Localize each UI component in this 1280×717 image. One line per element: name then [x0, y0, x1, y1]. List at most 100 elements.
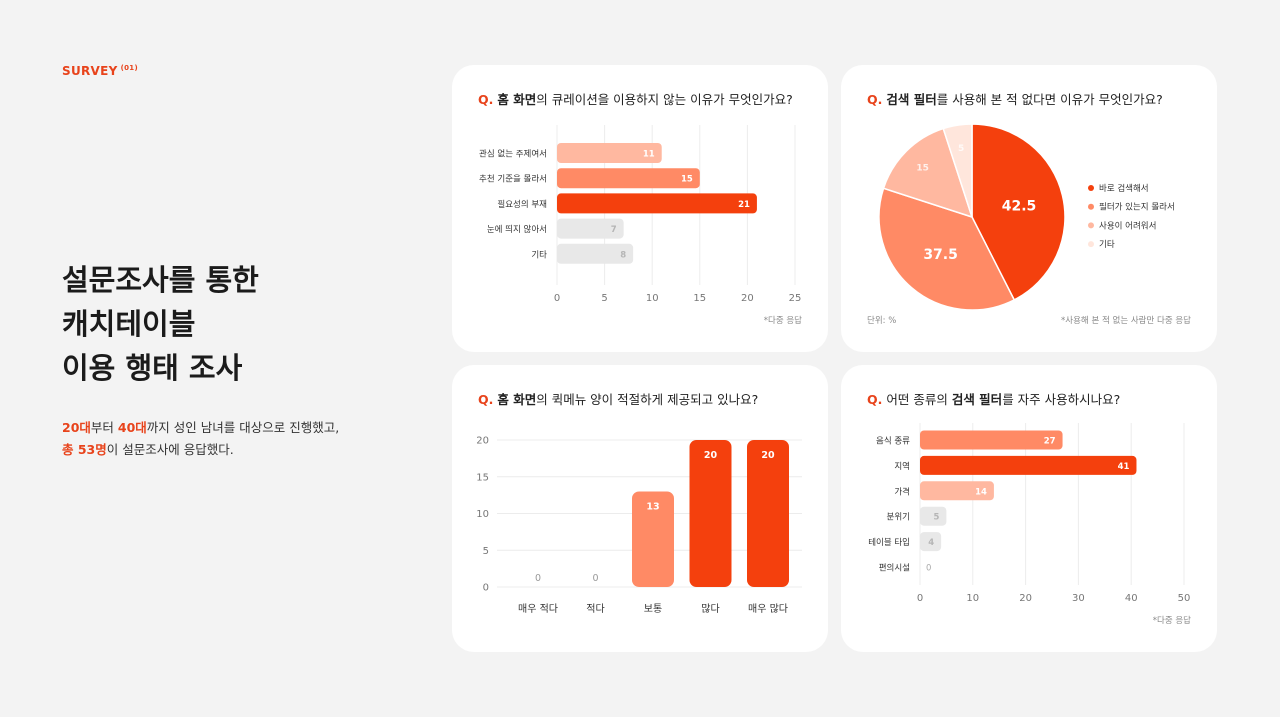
bar	[747, 440, 789, 587]
bar	[557, 218, 624, 239]
category-label: 기타	[531, 250, 547, 260]
y-tick-label: 0	[483, 583, 489, 594]
card-filter-reasons: Q. 검색 필터를 사용해 본 적 없다면 이유가 무엇인가요? 42.5 37.5…	[841, 65, 1217, 352]
chart-1-note: *다중 응답	[763, 316, 802, 326]
y-tick-label: 15	[476, 472, 489, 483]
category-label: 매우 적다	[518, 603, 558, 615]
category-label: 분위기	[887, 513, 910, 523]
pie-value-label: 15	[916, 164, 929, 174]
bar	[557, 193, 757, 214]
x-tick-label: 20	[1019, 593, 1032, 604]
x-tick-label: 40	[1125, 593, 1138, 604]
legend-label: 필터가 있는지 몰라서	[1099, 202, 1175, 213]
y-tick-label: 20	[476, 436, 489, 447]
card-quickmenu-amount: Q. 홈 화면의 퀵메뉴 양이 적절하게 제공되고 있나요? 0 5 10 15 20 매우…	[452, 365, 828, 652]
chart-3: 0 5 10 15 20 매우 적다 0 적다 0 보통 13 많다 20 매우 많다 20	[476, 436, 802, 615]
bar-value-label: 0	[592, 573, 598, 584]
bar	[920, 455, 1137, 475]
bar-value-label: 13	[646, 501, 659, 512]
title-line-2: 캐치테이블	[62, 307, 196, 341]
category-label: 가격	[894, 486, 910, 497]
question-2: Q. 검색 필터를 사용해 본 적 없다면 이유가 무엇인가요?	[867, 89, 1163, 108]
legend-label: 기타	[1099, 240, 1115, 250]
category-label: 음식 종류	[876, 437, 910, 447]
x-tick-label: 5	[601, 293, 607, 304]
bar	[557, 143, 662, 163]
chart-4-note: *다중 응답	[1152, 616, 1191, 626]
bar-value-label: 15	[681, 175, 693, 185]
title-line-3: 이용 행태 조사	[62, 351, 243, 385]
x-tick-label: 0	[554, 293, 560, 304]
q-bold: 검색 필터	[951, 392, 1003, 407]
bar	[557, 243, 634, 264]
x-tick-label: 25	[789, 293, 802, 304]
bar	[920, 506, 947, 526]
desc-highlight: 40대	[117, 420, 147, 435]
desc-line-2: 총 53명이 설문조사에 응답했다.	[62, 439, 339, 461]
question-3: Q. 홈 화면의 퀵메뉴 양이 적절하게 제공되고 있나요?	[478, 389, 758, 408]
q-text: 를 사용해 본 적 없다면 이유가 무엇인가요?	[936, 92, 1163, 107]
q-bold: 홈 화면	[497, 392, 537, 407]
bar-value-label: 0	[535, 573, 541, 584]
survey-label-text: SURVEY	[62, 64, 118, 78]
pie-slice	[878, 187, 1016, 311]
q-bold: 검색 필터	[886, 92, 937, 107]
category-label: 필요성의 부재	[497, 199, 547, 210]
bar-value-label: 41	[1118, 462, 1130, 472]
x-tick-label: 15	[693, 293, 706, 304]
survey-label: SURVEY (01)	[62, 64, 138, 78]
pie-value-label: 42.5	[1002, 199, 1037, 215]
x-tick-label: 30	[1072, 593, 1085, 604]
desc-text: 부터	[90, 420, 118, 435]
legend-swatch	[1088, 185, 1094, 191]
bar	[689, 440, 732, 587]
category-label: 추천 기준을 몰라서	[479, 174, 547, 185]
desc-highlight: 20대	[62, 420, 91, 435]
desc-text: 까지 성인 남녀를 대상으로 진행했고,	[146, 420, 340, 435]
x-tick-label: 10	[646, 293, 659, 304]
pie-slice	[971, 123, 1066, 301]
q-prefix: Q.	[478, 92, 494, 107]
q-prefix: Q.	[867, 92, 883, 107]
card-curation-reasons: Q. 홈 화면의 큐레이션을 이용하지 않는 이유가 무엇인가요? 0 5 10 15 2…	[452, 65, 828, 352]
bar	[632, 491, 674, 587]
legend-swatch	[1088, 203, 1094, 210]
pie-value-label: 5	[958, 144, 964, 154]
card-filter-types: Q. 어떤 종류의 검색 필터를 자주 사용하시나요? 0 10 20 30 40 50 음식…	[841, 365, 1217, 652]
category-label: 눈에 띄지 않아서	[487, 224, 547, 235]
q-text-pre: 어떤 종류의	[886, 392, 952, 407]
x-tick-label: 0	[917, 593, 923, 604]
survey-index: (01)	[120, 64, 138, 72]
bar-value-label: 11	[643, 150, 655, 160]
bar-value-label: 20	[761, 450, 775, 461]
category-label: 적다	[586, 603, 604, 615]
bar-value-label: 21	[738, 200, 750, 210]
question-1: Q. 홈 화면의 큐레이션을 이용하지 않는 이유가 무엇인가요?	[478, 89, 793, 108]
y-tick-label: 5	[483, 546, 489, 557]
survey-description: 20대부터 40대까지 성인 남녀를 대상으로 진행했고, 총 53명이 설문조…	[62, 417, 339, 461]
bar-value-label: 4	[928, 538, 934, 548]
category-label: 지역	[894, 461, 910, 472]
title-line-1: 설문조사를 통한	[62, 263, 259, 297]
bar-value-label: 27	[1044, 437, 1056, 447]
legend-swatch	[1088, 241, 1094, 248]
q-text: 의 퀵메뉴 양이 적절하게 제공되고 있나요?	[536, 392, 759, 407]
bar	[920, 430, 1063, 450]
category-label: 편의시설	[879, 563, 910, 574]
pie-slice	[942, 123, 973, 218]
y-tick-label: 10	[476, 509, 489, 520]
category-label: 매우 많다	[748, 603, 788, 615]
x-tick-label: 50	[1178, 593, 1191, 604]
category-label: 많다	[701, 603, 719, 615]
chart-4: 0 10 20 30 40 50 음식 종류 27 지역 41 가격 14 분위기 5 테이블 타입 4 편의시…	[868, 423, 1191, 604]
x-tick-label: 20	[741, 293, 754, 304]
bar	[920, 481, 994, 501]
q-prefix: Q.	[478, 392, 494, 407]
x-tick-label: 10	[966, 593, 979, 604]
bar-value-label: 5	[933, 513, 939, 523]
chart-2-note: *사용해 본 적 없는 사람만 다중 응답	[1061, 316, 1191, 326]
bar	[920, 532, 942, 552]
chart-2-unit: 단위: %	[867, 316, 897, 326]
bar-value-label: 0	[926, 564, 931, 574]
bar-value-label: 14	[975, 487, 987, 497]
